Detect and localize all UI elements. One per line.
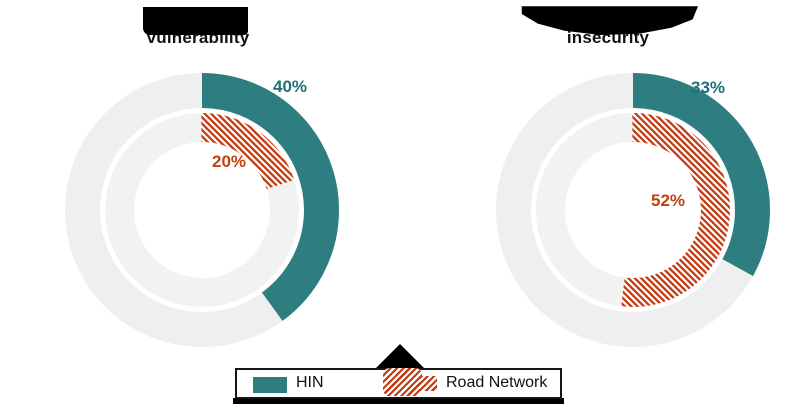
- hin-arc-33: [496, 73, 770, 347]
- donut-chart-vulnerability: [65, 73, 339, 347]
- legend-hatch-blob: [383, 368, 422, 396]
- redaction-bottom-bar: [233, 398, 564, 404]
- road-network-arc-20: [105, 113, 299, 307]
- legend-swatch-road-network: [420, 376, 437, 391]
- road-network-arc-52: [536, 113, 730, 307]
- redaction-box-left-title: [143, 7, 248, 35]
- legend-label-road-network: Road Network: [446, 374, 548, 391]
- label-right-outer-pct: 33%: [690, 78, 726, 97]
- legend-label-hin: HIN: [296, 374, 324, 391]
- hin-arc-40: [65, 73, 339, 347]
- label-left-inner-pct: 20%: [211, 152, 247, 171]
- label-left-outer-pct: 40%: [272, 77, 308, 96]
- label-right-inner-pct: 52%: [650, 191, 686, 210]
- donut-chart-insecurity: [496, 73, 770, 347]
- legend-swatch-hin: [253, 377, 287, 393]
- redaction-arrow-icon: [375, 344, 425, 369]
